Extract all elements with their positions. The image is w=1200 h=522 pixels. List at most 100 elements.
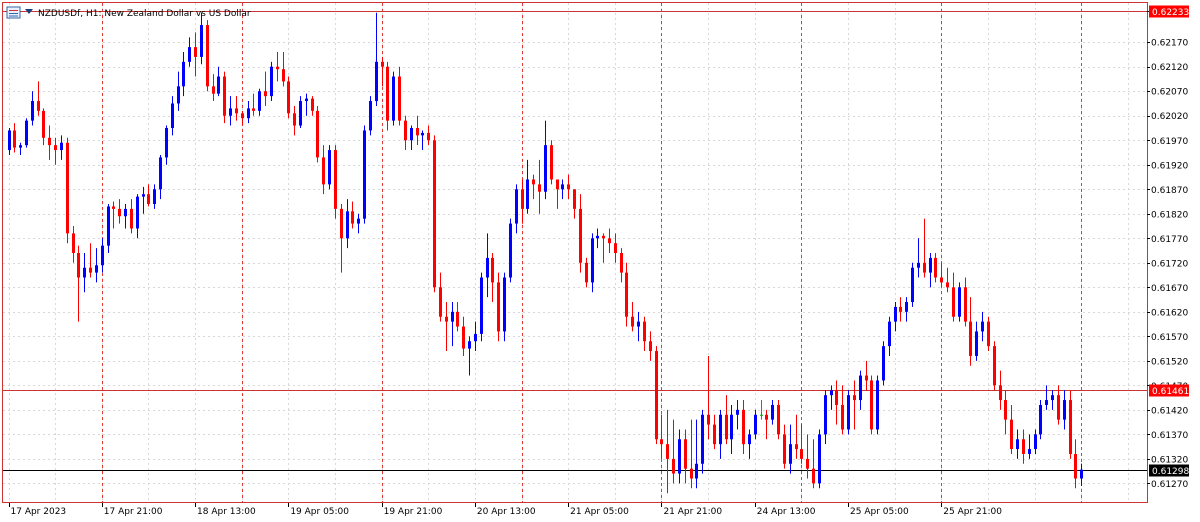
- candle: [31, 91, 34, 126]
- candle: [707, 355, 710, 440]
- candle: [859, 370, 862, 410]
- candle: [556, 179, 559, 209]
- x-tick-label: 21 Apr 05:00: [570, 507, 629, 517]
- candle: [264, 71, 267, 106]
- candle-body: [544, 145, 547, 192]
- candle-body: [48, 137, 51, 146]
- candle-body: [1045, 400, 1048, 405]
- candle-body: [1010, 419, 1013, 450]
- candle-body: [905, 302, 908, 312]
- candle: [637, 311, 640, 342]
- candle: [666, 409, 669, 494]
- candle: [812, 439, 815, 489]
- candle-body: [223, 76, 226, 116]
- candle: [579, 194, 582, 273]
- candle-body: [468, 341, 471, 349]
- candle-body: [760, 414, 763, 416]
- candle: [701, 409, 704, 474]
- candle-body: [13, 130, 16, 148]
- candle: [1004, 390, 1007, 435]
- candle: [631, 302, 634, 332]
- candle: [830, 385, 833, 410]
- candle: [760, 400, 763, 420]
- candle: [357, 213, 360, 234]
- candle: [783, 424, 786, 469]
- candle: [952, 272, 955, 322]
- candle: [695, 419, 698, 489]
- candle: [964, 277, 967, 327]
- candle: [188, 37, 191, 67]
- y-tick-label: 0.62020: [1151, 112, 1188, 122]
- candle: [1034, 429, 1037, 454]
- candle: [340, 203, 343, 273]
- candle-body: [101, 245, 104, 266]
- horizontal-levels: [3, 11, 1147, 471]
- candle-body: [865, 375, 868, 381]
- candle: [573, 189, 576, 219]
- candle: [567, 174, 570, 200]
- candle: [421, 130, 424, 151]
- candle-body: [1016, 439, 1019, 450]
- x-tick-label: 17 Apr 21:00: [104, 507, 163, 517]
- candle: [625, 262, 628, 327]
- candle: [719, 409, 722, 459]
- price-label-text: 0.61298: [1152, 467, 1189, 477]
- candle-body: [515, 189, 518, 224]
- candle-body: [72, 233, 75, 253]
- candle: [328, 145, 331, 190]
- candle-body: [637, 321, 640, 327]
- candle: [649, 331, 652, 361]
- candle: [993, 341, 996, 391]
- candle-body: [89, 267, 92, 273]
- candle: [1057, 385, 1060, 425]
- candle: [247, 101, 250, 124]
- price-labels: 0.62233 0.61461 0.61298: [1149, 5, 1189, 477]
- candle-body: [917, 262, 920, 268]
- candle-body: [276, 66, 279, 70]
- candle: [182, 52, 185, 97]
- candle-body: [311, 98, 314, 111]
- candle-body: [934, 257, 937, 278]
- candle: [509, 218, 512, 283]
- candle: [987, 316, 990, 352]
- x-tick-label: 21 Apr 21:00: [663, 507, 722, 517]
- y-tick-label: 0.61270: [1151, 480, 1188, 490]
- candle-body: [282, 69, 285, 82]
- candle: [8, 128, 11, 155]
- candle-body: [112, 206, 115, 209]
- candle-body: [392, 76, 395, 121]
- candle: [969, 297, 972, 366]
- candle-body: [241, 113, 244, 119]
- candle: [1063, 390, 1066, 430]
- plot-frame: [2, 2, 1148, 503]
- candle-body: [124, 208, 127, 217]
- candle-body: [964, 287, 967, 322]
- y-tick-label: 0.61520: [1151, 357, 1188, 367]
- y-tick-label: 0.61770: [1151, 235, 1188, 245]
- candle-body: [888, 321, 891, 347]
- candle-body: [987, 321, 990, 347]
- candle-body: [567, 184, 570, 190]
- candle-body: [351, 211, 354, 224]
- candle-body: [503, 277, 506, 332]
- candle-body: [177, 86, 180, 104]
- candle: [101, 238, 104, 273]
- candle: [888, 316, 891, 356]
- candle-body: [229, 108, 232, 116]
- candle: [1069, 390, 1072, 459]
- candle: [462, 316, 465, 356]
- candle-body: [363, 130, 366, 219]
- candle-body: [456, 311, 459, 327]
- candle-body: [439, 287, 442, 317]
- candle: [585, 257, 588, 288]
- candle: [800, 424, 803, 464]
- candle: [841, 385, 844, 435]
- candle-body: [614, 243, 617, 253]
- chevron-down-icon[interactable]: [25, 9, 33, 14]
- candle: [258, 88, 261, 116]
- candle-body: [812, 468, 815, 484]
- candle-body: [975, 331, 978, 356]
